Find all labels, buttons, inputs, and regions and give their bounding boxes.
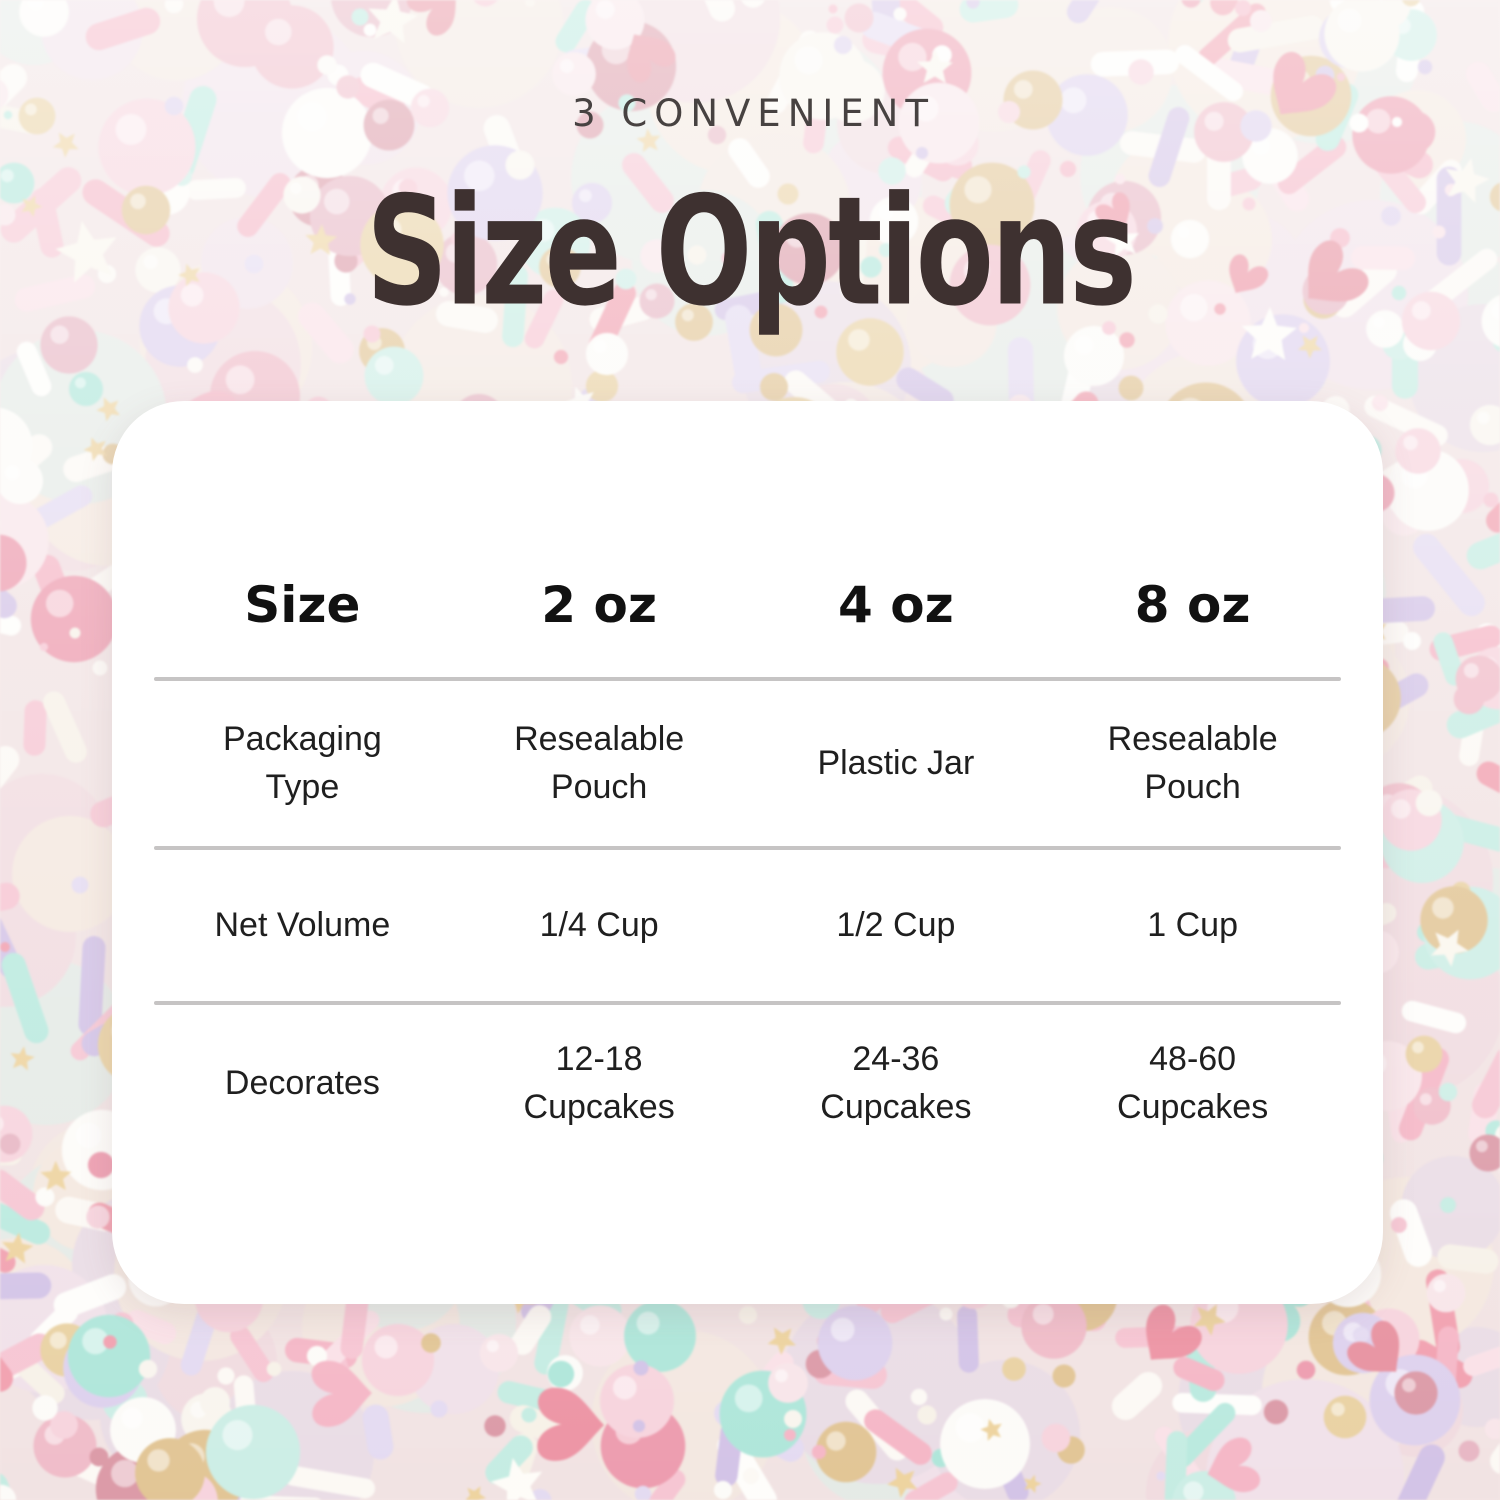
cell-packaging-8oz: Resealable Pouch — [1107, 719, 1278, 806]
cell-packaging-4oz: Plastic Jar — [817, 743, 975, 782]
cell-volume-4oz: 1/2 Cup — [836, 905, 956, 944]
size-options-card: Size 2 oz 4 oz 8 oz Packaging Type Resea… — [112, 401, 1383, 1304]
table-row-packaging-type: Packaging Type Resealable Pouch Plastic … — [154, 681, 1341, 846]
row-divider — [154, 1001, 1341, 1005]
column-header-size: Size — [244, 576, 361, 634]
row-divider — [154, 677, 1341, 681]
table-row-net-volume: Net Volume 1/4 Cup 1/2 Cup 1 Cup — [154, 850, 1341, 1001]
row-label-net-volume: Net Volume — [214, 905, 391, 944]
cell-decorates-8oz: 48-60 Cupcakes — [1117, 1040, 1269, 1126]
row-label-packaging-type: Packaging Type — [222, 719, 382, 806]
row-divider — [154, 846, 1341, 850]
page-title: Size Options — [366, 163, 1137, 340]
column-header-2oz: 2 oz — [541, 576, 657, 634]
cell-decorates-2oz: 12-18 Cupcakes — [523, 1040, 675, 1126]
table-header-row: Size 2 oz 4 oz 8 oz — [154, 401, 1341, 677]
table-row-decorates: Decorates 12-18 Cupcakes 24-36 Cupcakes … — [154, 1005, 1341, 1163]
cell-decorates-4oz: 24-36 Cupcakes — [820, 1040, 972, 1126]
section-kicker: 3 CONVENIENT — [572, 91, 935, 135]
cell-volume-8oz: 1 Cup — [1147, 905, 1238, 944]
cell-packaging-2oz: Resealable Pouch — [514, 719, 685, 806]
page-title-wrap: Size Options — [0, 165, 1500, 339]
cell-volume-2oz: 1/4 Cup — [539, 905, 659, 944]
column-header-4oz: 4 oz — [838, 576, 954, 634]
row-label-decorates: Decorates — [224, 1064, 380, 1103]
column-header-8oz: 8 oz — [1134, 576, 1251, 634]
